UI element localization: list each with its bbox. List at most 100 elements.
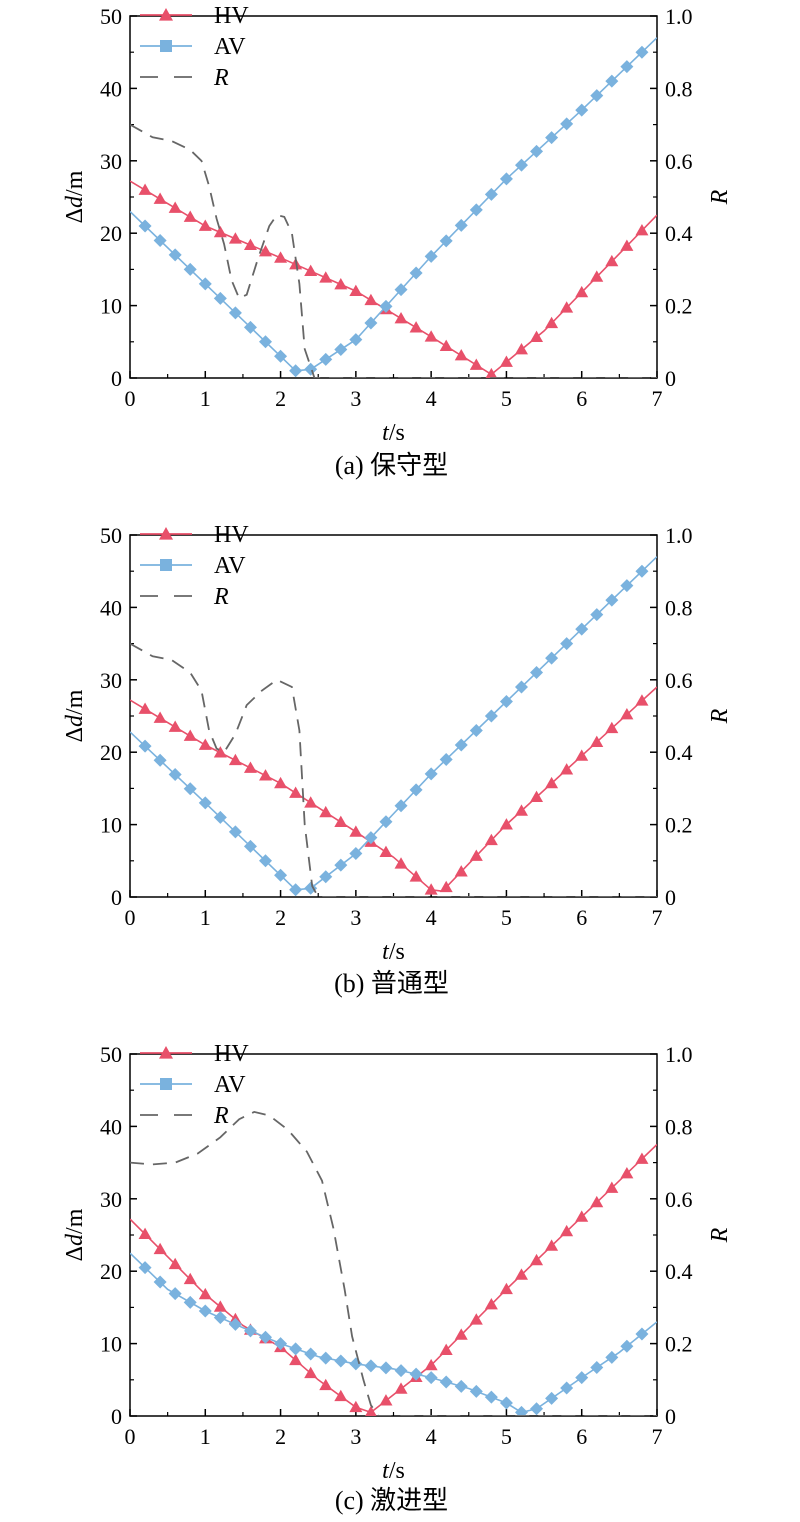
av-marker [138,219,152,233]
plot-frame [129,1053,658,1417]
panel-caption: (b) 普通型 [334,969,449,998]
av-marker [499,172,513,186]
av-marker [349,1357,363,1371]
y2-tick-label: 0.6 [665,668,693,693]
x-tick-label: 2 [275,386,286,411]
hv-marker [213,746,227,758]
hv-marker [560,1224,574,1237]
series-line-hv [130,180,657,376]
x-tick-label: 7 [652,905,663,930]
hv-marker [168,1257,182,1270]
av-marker [545,131,559,145]
legend-label-r: R [213,65,229,91]
hv-marker [183,1272,197,1285]
av-marker [349,847,363,861]
av-marker [620,1339,634,1353]
legend-label-hv: HV [214,522,249,548]
y-tick-label: 30 [100,149,122,174]
x-tick-label: 0 [125,386,136,411]
hv-marker [168,720,182,732]
hv-marker [364,293,378,306]
hv-marker [198,738,212,750]
av-marker [575,622,589,636]
av-marker [274,349,288,363]
av-marker [319,1351,333,1365]
hv-marker [349,284,363,296]
plot-area [130,1110,657,1416]
x-tick-label: 4 [426,1424,437,1449]
av-marker [530,666,544,680]
series-line-r [130,642,657,897]
av-marker [409,1367,423,1381]
x-tick-label: 1 [200,386,211,411]
av-marker [364,1359,378,1373]
hv-marker [590,735,604,747]
y-tick-label: 20 [100,221,122,246]
hv-marker [469,358,483,370]
legend-label-av: AV [214,1072,246,1098]
av-marker [499,1396,513,1410]
hv-marker [590,270,604,282]
x-tick-label: 3 [350,905,361,930]
hv-marker [454,1328,468,1340]
hv-marker [514,343,528,355]
hv-marker [424,1358,438,1371]
y-tick-label: 40 [100,76,122,101]
hv-marker [605,721,619,734]
chart-panel-c: 0 1 2 3 4 5 6 70102030405000.20.40.60.81.0t/sΔd… [62,1041,733,1515]
hv-marker [469,1313,483,1325]
x-tick-label: 2 [275,1424,286,1449]
hv-marker [334,1389,348,1402]
series-line-av [130,37,657,372]
av-marker [198,277,212,291]
av-marker [379,299,393,313]
av-marker [514,1405,528,1416]
av-marker [138,739,152,753]
y2-tick-label: 1.0 [665,523,693,548]
av-marker [168,248,182,262]
av-marker [635,564,649,578]
av-marker [439,1375,453,1389]
av-marker [575,103,589,117]
y-axis-title: Δd/m [62,170,88,223]
x-axis-title: t/s [382,1458,405,1484]
hv-marker [198,219,212,231]
av-marker [274,1337,288,1351]
y-axis-title: Δd/m [62,689,88,742]
hv-marker [454,349,468,361]
hv-marker [319,1378,333,1391]
av-marker [259,854,273,868]
hv-marker [243,761,257,773]
x-tick-label: 4 [426,386,437,411]
legend-label-av: AV [214,553,246,579]
hv-marker [213,225,227,238]
legend-label-hv: HV [214,3,249,29]
av-marker [289,1342,303,1356]
av-marker [409,266,423,280]
panel-caption: (a) 保守型 [335,451,448,480]
hv-marker [499,818,513,830]
av-marker [304,881,318,895]
hv-marker [560,301,574,313]
hv-marker [334,815,348,828]
av-marker [334,343,348,357]
av-marker [153,1275,167,1289]
legend: HV AV R [140,1041,249,1129]
y2-tick-label: 0 [665,885,676,910]
av-marker [545,1391,559,1405]
legend-label-av: AV [214,34,246,60]
av-marker [183,1295,197,1309]
y-tick-label: 50 [100,1042,122,1067]
hv-marker [198,1287,212,1300]
hv-marker [530,1253,544,1266]
av-marker [409,783,423,797]
av-marker [304,1347,318,1361]
av-marker [394,283,408,297]
hv-marker [424,330,438,342]
av-marker [394,1364,408,1378]
hv-marker [575,285,589,298]
hv-marker [228,753,242,766]
hv-marker [635,694,649,706]
hv-marker [409,321,423,333]
hv-marker [394,857,408,869]
